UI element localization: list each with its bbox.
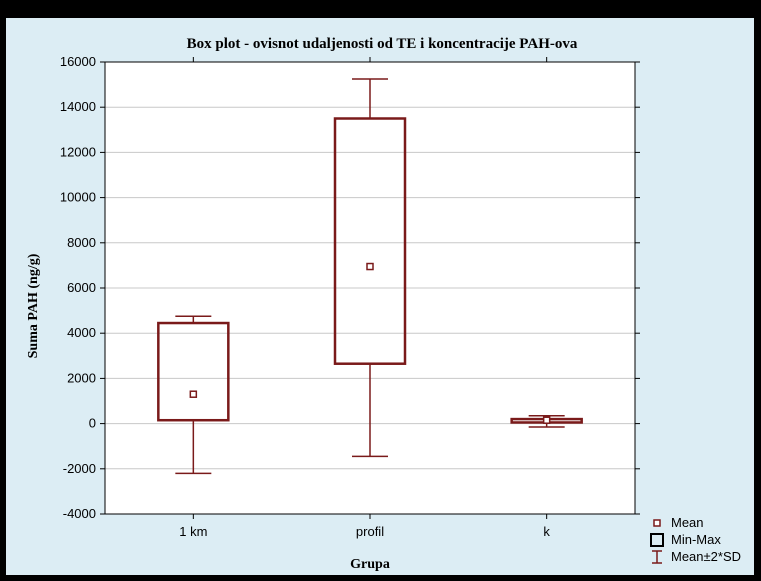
series-marks bbox=[157, 78, 583, 475]
y-tick-label: 16000 bbox=[60, 54, 96, 69]
y-axis: -4000 -2000 0 2000 4000 6000 8000 10000 12000 140… bbox=[60, 54, 640, 521]
y-tick-label: 0 bbox=[89, 416, 96, 431]
mean-marker bbox=[189, 390, 198, 398]
x-axis: 1 km profil k bbox=[179, 57, 550, 539]
legend-label: Mean±2*SD bbox=[671, 549, 741, 564]
y-tick-label: 12000 bbox=[60, 144, 96, 159]
y-tick-label: 4000 bbox=[67, 325, 96, 340]
y-tick-label: 14000 bbox=[60, 99, 96, 114]
y-tick-label: 10000 bbox=[60, 190, 96, 205]
chart-frame: Box plot - ovisnot udaljenosti od TE i k… bbox=[6, 18, 754, 575]
x-axis-label: Grupa bbox=[350, 557, 390, 572]
x-tick-label: k bbox=[543, 524, 550, 539]
x-tick-label: profil bbox=[356, 524, 384, 539]
chart-title: Box plot - ovisnot udaljenosti od TE i k… bbox=[187, 36, 578, 52]
y-tick-label: -4000 bbox=[63, 506, 96, 521]
y-axis-label: Suma PAH (ng/g) bbox=[26, 253, 41, 358]
legend: Mean Min-Max Mean±2*SD bbox=[650, 515, 741, 564]
legend-box-icon bbox=[650, 533, 664, 547]
box-plot-chart: Box plot - ovisnot udaljenosti od TE i k… bbox=[26, 36, 741, 572]
legend-label: Mean bbox=[671, 515, 704, 530]
y-tick-label: 6000 bbox=[67, 280, 96, 295]
legend-label: Min-Max bbox=[671, 532, 721, 547]
y-tick-label: -2000 bbox=[63, 461, 96, 476]
mean-marker bbox=[542, 416, 551, 424]
y-tick-label: 8000 bbox=[67, 235, 96, 250]
min-max-box bbox=[333, 117, 407, 365]
min-max-box bbox=[157, 321, 230, 422]
mean-marker bbox=[366, 262, 374, 271]
y-tick-label: 2000 bbox=[67, 370, 96, 385]
x-tick-label: 1 km bbox=[179, 524, 207, 539]
legend-mean-icon bbox=[653, 519, 661, 527]
